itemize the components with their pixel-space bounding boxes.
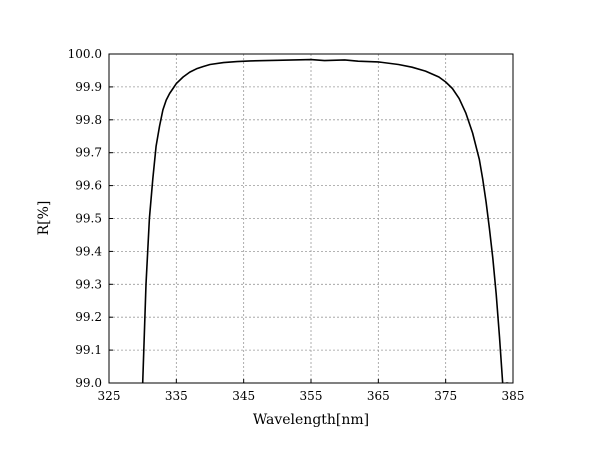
y-tick-label: 99.0 [75,376,102,390]
reflectance-curve [141,58,509,383]
x-tick-label: 355 [300,389,323,403]
x-tick-label: 375 [434,389,457,403]
y-tick-labels: 99.0 99.1 99.2 99.3 99.4 99.5 99.6 99.7 99.8 99.9… [68,47,103,390]
y-tick-label: 99.2 [75,310,102,324]
x-tick-label: 345 [232,389,255,403]
y-tick-label: 99.6 [75,179,102,193]
series-group [141,58,509,383]
y-tick-label: 99.3 [75,277,102,291]
x-tick-label: 325 [98,389,121,403]
x-tick-label: 385 [502,389,525,403]
y-tick-label: 99.1 [75,343,102,357]
x-axis-label: Wavelength[nm] [253,412,369,428]
axis-ticks [108,53,514,384]
x-tick-labels: 325 335 345 355 365 375 385 [98,389,525,403]
y-tick-label: 100.0 [68,47,102,61]
y-tick-label: 99.8 [75,113,102,127]
y-tick-label: 99.7 [75,146,102,160]
x-tick-label: 335 [165,389,188,403]
y-tick-label: 99.4 [75,244,102,258]
y-tick-label: 99.9 [75,80,102,94]
grid [109,54,513,383]
y-tick-label: 99.5 [75,212,102,226]
y-axis-label: R[%] [36,201,52,236]
x-tick-label: 365 [367,389,390,403]
